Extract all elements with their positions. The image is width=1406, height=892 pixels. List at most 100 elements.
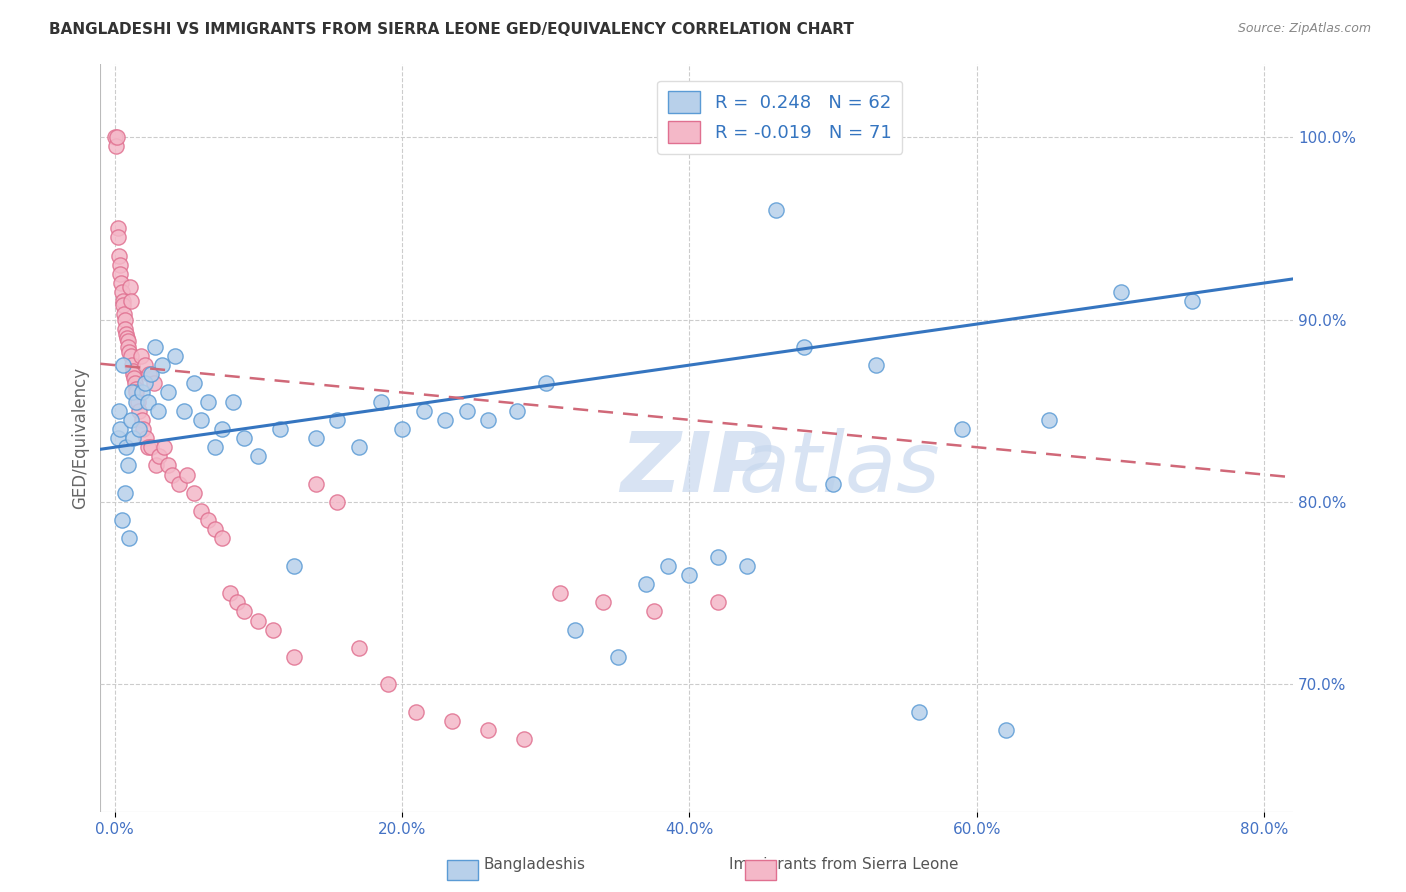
Point: [114, 486, 136, 500]
Point: [221, 394, 243, 409]
Point: [112, 358, 135, 372]
Point: [211, 422, 233, 436]
Point: [120, 294, 142, 309]
Point: [707, 595, 730, 609]
Point: [865, 358, 887, 372]
Point: [118, 345, 141, 359]
Point: [269, 422, 291, 436]
Point: [150, 358, 173, 372]
Point: [115, 440, 138, 454]
Point: [283, 558, 305, 573]
Point: [146, 403, 169, 417]
Point: [117, 334, 139, 349]
Point: [131, 385, 153, 400]
Point: [112, 307, 135, 321]
Point: [305, 431, 328, 445]
Point: [434, 413, 457, 427]
Point: [111, 513, 134, 527]
Text: Bangladeshis: Bangladeshis: [484, 857, 585, 872]
Point: [1109, 285, 1132, 300]
Point: [456, 403, 478, 417]
Point: [145, 458, 167, 473]
Point: [190, 413, 212, 427]
Text: Immigrants from Sierra Leone: Immigrants from Sierra Leone: [728, 857, 959, 872]
Point: [548, 586, 571, 600]
Point: [108, 403, 131, 417]
Point: [707, 549, 730, 564]
Point: [107, 221, 129, 235]
Point: [124, 382, 146, 396]
Point: [197, 394, 219, 409]
Point: [110, 276, 132, 290]
Point: [657, 558, 679, 573]
Text: ZIP: ZIP: [620, 427, 773, 508]
Y-axis label: GED/Equivalency: GED/Equivalency: [72, 367, 89, 509]
Point: [534, 376, 557, 391]
Point: [190, 504, 212, 518]
Point: [156, 458, 179, 473]
Point: [405, 705, 427, 719]
Point: [148, 450, 170, 464]
Point: [326, 495, 349, 509]
Point: [370, 394, 392, 409]
Point: [1181, 294, 1204, 309]
Point: [114, 312, 136, 326]
Text: Source: ZipAtlas.com: Source: ZipAtlas.com: [1237, 22, 1371, 36]
Point: [262, 623, 284, 637]
Point: [122, 368, 145, 382]
Point: [132, 422, 155, 436]
Point: [142, 376, 165, 391]
Point: [121, 358, 143, 372]
Point: [793, 340, 815, 354]
Point: [636, 577, 658, 591]
Point: [477, 413, 499, 427]
Point: [125, 385, 148, 400]
Point: [135, 431, 157, 445]
Point: [152, 440, 174, 454]
Point: [118, 279, 141, 293]
Point: [233, 431, 256, 445]
Point: [391, 422, 413, 436]
Point: [156, 385, 179, 400]
Point: [606, 650, 628, 665]
Point: [127, 394, 149, 409]
Point: [115, 327, 138, 342]
Point: [204, 440, 226, 454]
Point: [173, 403, 195, 417]
Point: [111, 285, 134, 300]
Point: [110, 267, 132, 281]
Point: [111, 294, 134, 309]
Point: [176, 467, 198, 482]
Point: [117, 458, 139, 473]
Point: [128, 422, 150, 436]
Point: [765, 202, 787, 217]
Point: [136, 440, 159, 454]
Point: [105, 139, 128, 153]
Point: [1038, 413, 1060, 427]
Point: [513, 732, 536, 747]
Point: [110, 422, 132, 436]
Point: [124, 376, 146, 391]
Point: [121, 363, 143, 377]
Point: [204, 522, 226, 536]
Point: [104, 130, 127, 145]
Point: [125, 394, 148, 409]
Point: [121, 385, 143, 400]
Point: [592, 595, 614, 609]
Point: [117, 340, 139, 354]
Point: [131, 413, 153, 427]
Point: [120, 349, 142, 363]
Point: [134, 358, 156, 372]
Point: [233, 604, 256, 618]
Point: [347, 640, 370, 655]
Point: [823, 476, 845, 491]
Point: [105, 130, 128, 145]
Point: [247, 614, 270, 628]
Point: [143, 340, 166, 354]
Point: [211, 532, 233, 546]
Point: [114, 321, 136, 335]
Point: [129, 349, 152, 363]
Point: [283, 650, 305, 665]
Point: [735, 558, 758, 573]
Legend: R =  0.248   N = 62, R = -0.019   N = 71: R = 0.248 N = 62, R = -0.019 N = 71: [657, 80, 903, 153]
